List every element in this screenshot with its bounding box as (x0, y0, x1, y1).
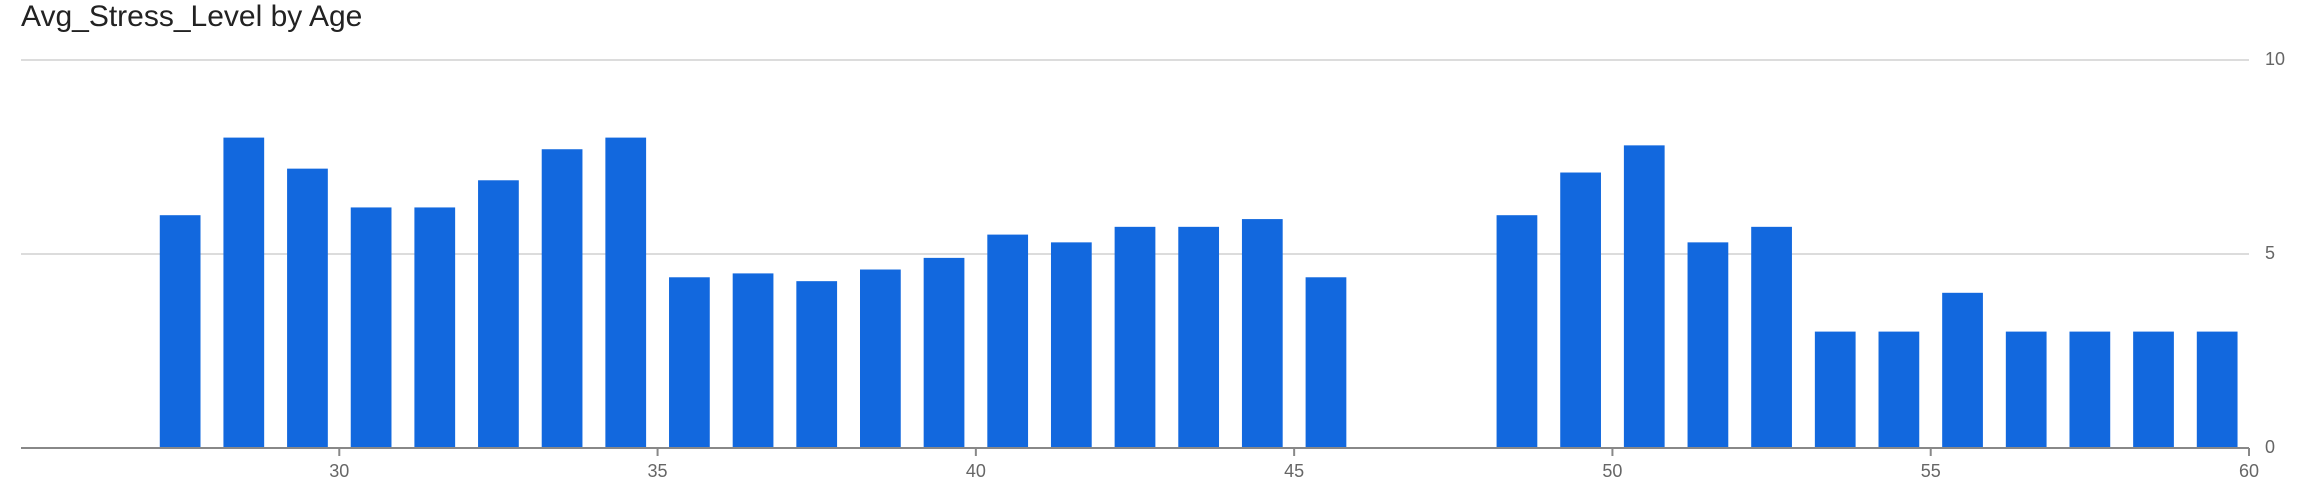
bar (1114, 226, 1156, 448)
bar (923, 257, 965, 448)
bar (2196, 331, 2238, 448)
bar (796, 281, 838, 448)
bar (1623, 145, 1665, 449)
x-tick-label: 40 (966, 461, 986, 481)
bar (987, 234, 1029, 448)
chart-title: Avg_Stress_Level by Age (21, 0, 362, 33)
bar (2005, 331, 2047, 448)
bar (541, 149, 583, 449)
bar (1050, 242, 1092, 448)
x-tick-label: 60 (2239, 461, 2259, 481)
bar (1878, 331, 1920, 448)
bar (1814, 331, 1856, 448)
bar (1178, 226, 1220, 448)
bar (669, 277, 710, 448)
bar (478, 180, 519, 448)
bar (2133, 331, 2174, 448)
bar (605, 137, 647, 448)
bar (1241, 219, 1283, 448)
y-tick-label: 10 (2265, 49, 2285, 69)
bar (159, 215, 201, 448)
bar (414, 207, 456, 448)
bar (1942, 292, 1983, 448)
bar (1751, 226, 1792, 448)
bar (350, 207, 392, 448)
x-tick-label: 30 (329, 461, 349, 481)
bar (1496, 215, 1538, 448)
x-tick-label: 45 (1284, 461, 1304, 481)
bar (1305, 277, 1347, 448)
bar (732, 273, 774, 448)
bar (860, 269, 901, 448)
bar (1687, 242, 1729, 448)
x-tick-label: 55 (1921, 461, 1941, 481)
x-tick-label: 50 (1602, 461, 1622, 481)
x-tick-label: 35 (648, 461, 668, 481)
bar (223, 137, 265, 448)
y-tick-label: 5 (2265, 243, 2275, 263)
y-tick-label: 0 (2265, 437, 2275, 457)
bar (287, 168, 328, 448)
bar (1560, 172, 1601, 448)
bar (2069, 331, 2111, 448)
